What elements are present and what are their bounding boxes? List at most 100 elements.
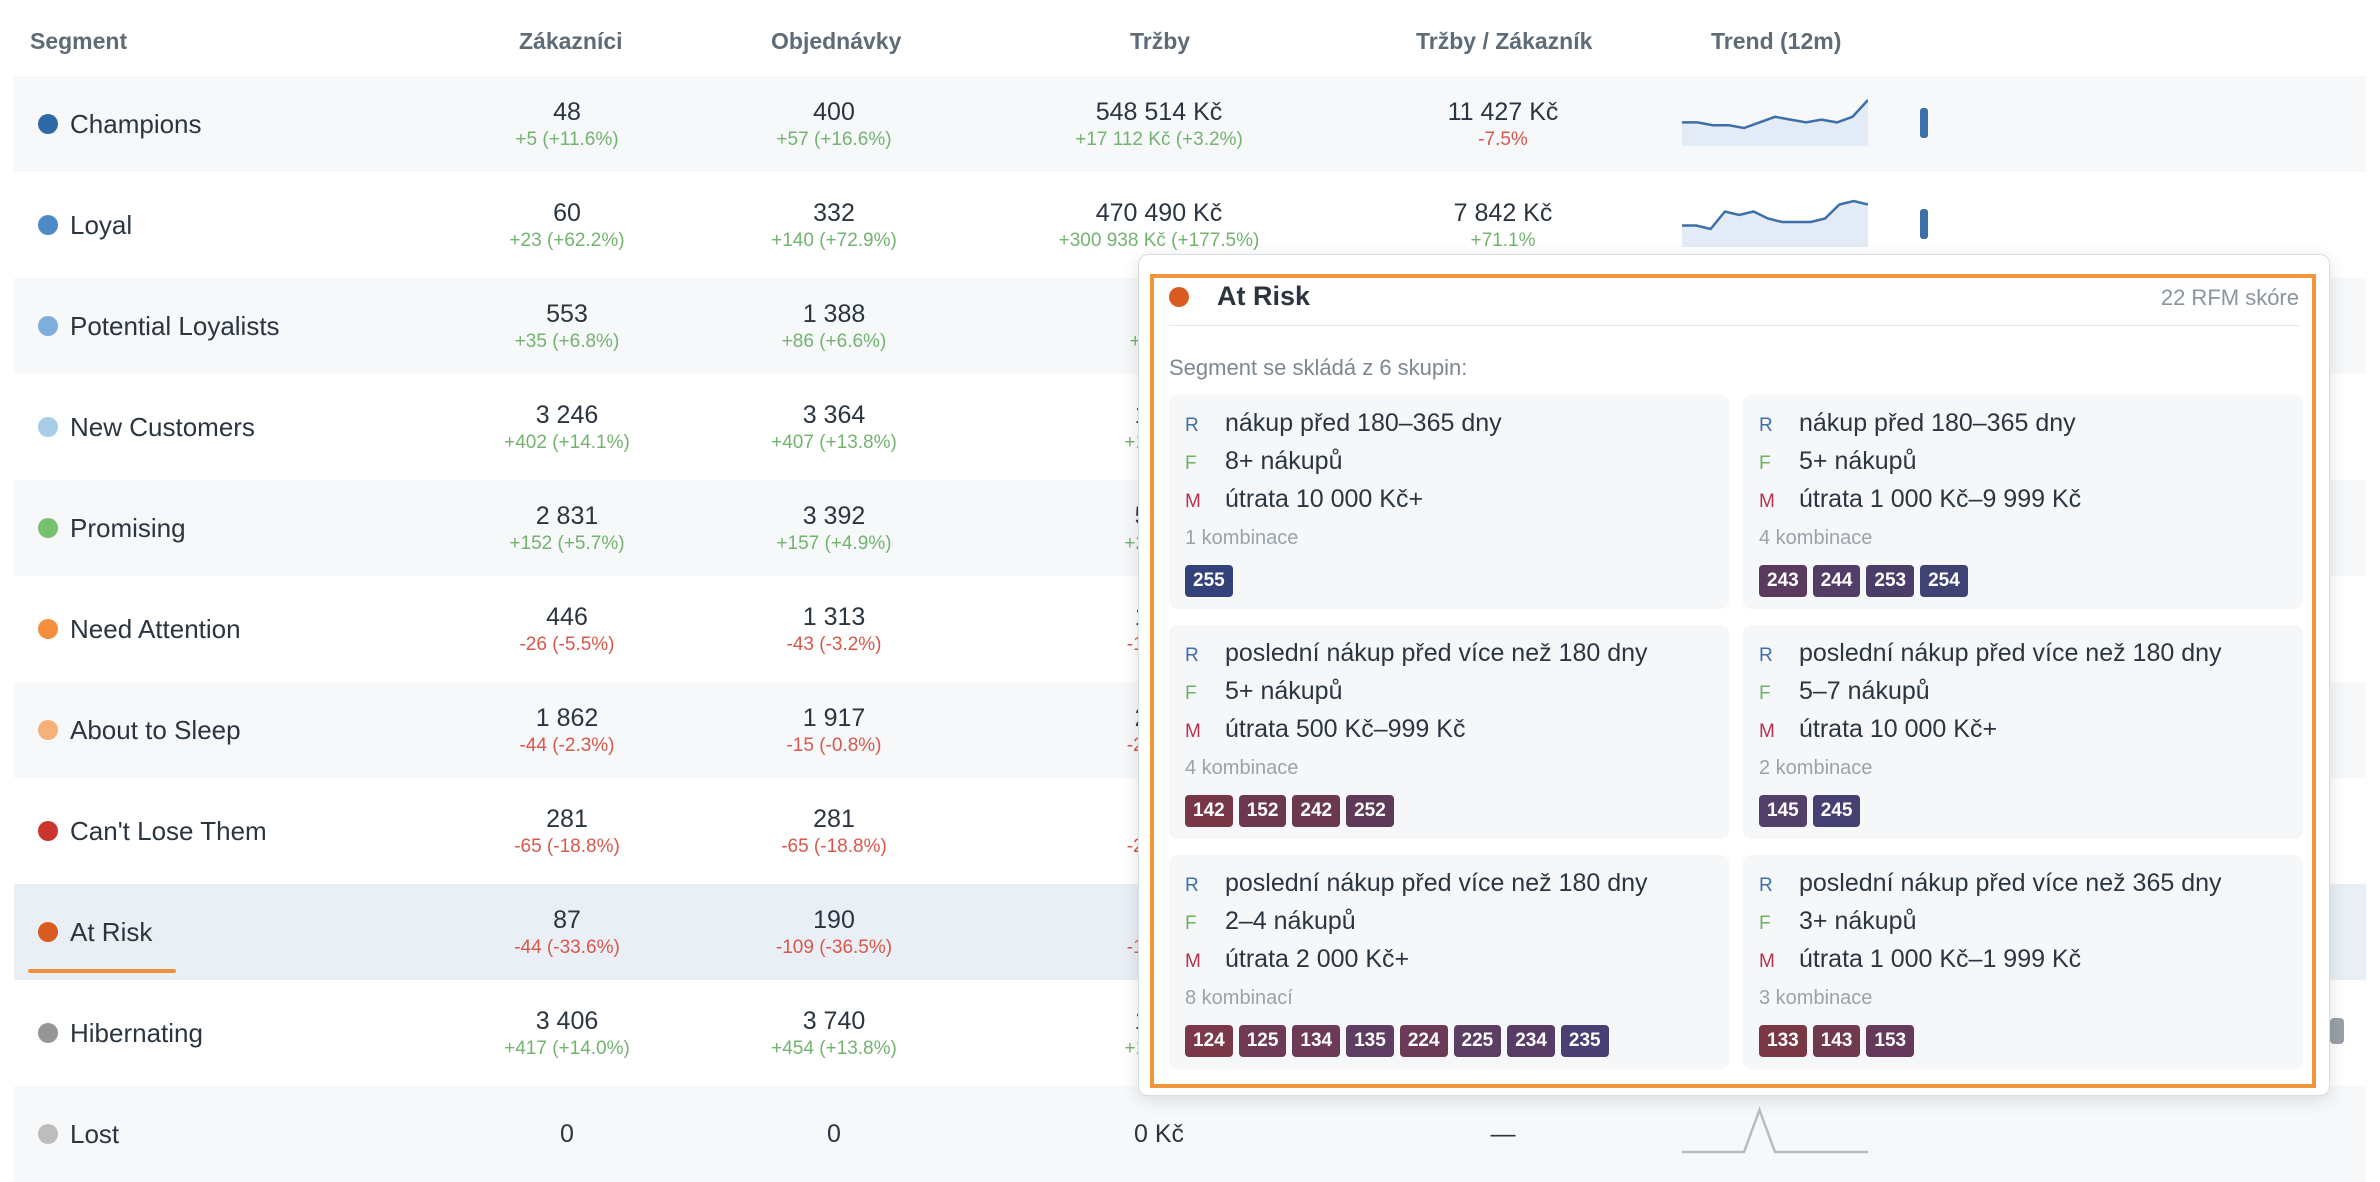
rfm-code-list: 243 244 253 254 [1759,565,1968,597]
orders-value: 1 313 [802,602,866,631]
customers-cell: 281 -65 (-18.8%) [514,783,620,879]
customers-delta: -44 (-33.6%) [514,936,620,958]
orders-value: 332 [813,198,855,227]
rfm-code-badge[interactable]: 225 [1453,1025,1502,1057]
criterion-f: F 3+ nákupů [1759,907,1916,936]
orders-value: 281 [813,804,855,833]
rfm-code-badge[interactable]: 135 [1346,1025,1394,1057]
segment-detail-popover: At Risk 22 RFM skóre Segment se skládá z… [1138,254,2330,1096]
header-revenue[interactable]: Tržby [1130,28,1191,54]
segment-name: Champions [70,108,202,139]
orders-delta: -109 (-36.5%) [775,936,893,958]
criterion-letter: M [1185,491,1201,512]
criterion-letter: R [1759,415,1773,436]
orders-delta: +454 (+13.8%) [771,1037,897,1059]
rfm-code-badge[interactable]: 133 [1759,1025,1807,1057]
rpc-cell: 11 427 Kč -7.5% [1448,76,1559,172]
rpc-delta: -7.5% [1478,128,1528,150]
customers-value: 0 [560,1119,574,1148]
rfm-code-badge[interactable]: 224 [1399,1025,1448,1057]
criterion-letter: F [1759,683,1771,704]
rfm-code-badge[interactable]: 134 [1292,1025,1341,1057]
orders-cell: 1 313 -43 (-3.2%) [786,581,881,677]
rfm-code-badge[interactable]: 242 [1292,795,1341,827]
segment-cell: About to Sleep [38,682,241,778]
rfm-code-badge[interactable]: 145 [1759,795,1807,827]
customers-value: 48 [553,97,581,126]
rfm-code-badge[interactable]: 234 [1507,1025,1555,1057]
rfm-code-badge[interactable]: 235 [1560,1025,1609,1057]
segment-cell: Potential Loyalists [38,278,280,374]
orders-cell: 3 740 +454 (+13.8%) [771,985,897,1081]
orders-value: 190 [813,905,855,934]
segment-cell: Champions [38,76,202,172]
criterion-text: poslední nákup před více než 180 dny [1799,639,2222,667]
criterion-f: F 5+ nákupů [1185,677,1342,706]
segment-name: At Risk [70,916,153,947]
table-row[interactable]: Champions 48 +5 (+11.6%) 400 +57 (+16.6%… [14,76,2366,172]
criterion-text: 3+ nákupů [1799,907,1917,935]
criterion-letter: M [1759,951,1775,972]
orders-cell: 281 -65 (-18.8%) [781,783,887,879]
rfm-code-badge[interactable]: 245 [1812,795,1861,827]
rfm-code-badge[interactable]: 254 [1920,565,1968,597]
combination-count: 4 kombinace [1759,527,1873,549]
segment-color-dot [1169,287,1189,307]
rfm-code-badge[interactable]: 243 [1759,565,1807,597]
customers-delta: +5 (+11.6%) [515,128,619,150]
trend-area [1682,201,1868,247]
trend-area [1682,100,1868,146]
orders-value: 400 [813,97,855,126]
revenue-delta: +300 938 Kč (+177.5%) [1058,229,1260,251]
rfm-code-badge[interactable]: 142 [1185,795,1233,827]
trend-sparkline [1682,199,1868,247]
customers-value: 446 [546,602,588,631]
combination-count: 2 kombinace [1759,757,1873,779]
segment-cell: Can't Lose Them [38,783,267,879]
criterion-text: 5–7 nákupů [1799,677,1930,705]
popover-header: At Risk 22 RFM skóre [1169,277,2299,326]
scrollbar-thumb[interactable] [2330,1018,2344,1044]
orders-cell: 3 364 +407 (+13.8%) [771,379,897,475]
criterion-letter: R [1759,645,1773,666]
rfm-code-badge[interactable]: 153 [1866,1025,1915,1057]
customers-cell: 446 -26 (-5.5%) [519,581,614,677]
customers-value: 87 [553,905,581,934]
rfm-code-badge[interactable]: 124 [1185,1025,1233,1057]
segment-dot [38,518,58,538]
criterion-text: útrata 500 Kč–999 Kč [1225,715,1466,743]
customers-delta: +152 (+5.7%) [509,532,625,554]
rfm-code-badge[interactable]: 125 [1238,1025,1287,1057]
rfm-code-badge[interactable]: 253 [1866,565,1915,597]
orders-cell: 400 +57 (+16.6%) [776,76,891,172]
criterion-f: F 5–7 nákupů [1759,677,1930,706]
header-revenue-per-customer[interactable]: Tržby / Zákazník [1416,28,1593,54]
header-orders[interactable]: Objednávky [771,28,902,54]
orders-delta: +140 (+72.9%) [771,229,897,251]
rfm-code-badge[interactable]: 152 [1238,795,1287,827]
segment-dot [38,922,58,942]
customers-cell: 2 831 +152 (+5.7%) [509,480,624,576]
header-segment[interactable]: Segment [30,28,128,54]
customers-cell: 3 246 +402 (+14.1%) [504,379,630,475]
header-customers[interactable]: Zákazníci [519,28,623,54]
segment-cell: Need Attention [38,581,241,677]
orders-value: 3 392 [802,501,866,530]
segment-name: Lost [70,1118,120,1149]
rfm-code-badge[interactable]: 252 [1346,795,1394,827]
table-row[interactable]: Loyal 60 +23 (+62.2%) 332 +140 (+72.9%) … [14,177,2366,273]
combination-count: 1 kombinace [1185,527,1299,549]
rfm-code-badge[interactable]: 255 [1185,565,1233,597]
segment-cell: At Risk [38,884,152,980]
rfm-code-badge[interactable]: 244 [1812,565,1861,597]
trend-sparkline [1682,99,1868,146]
table-row[interactable]: Lost 0 0 0 Kč — [14,1086,2366,1182]
rfm-code-list: 145 245 [1759,795,1861,827]
rfm-code-badge[interactable]: 143 [1812,1025,1861,1057]
trend-line [1682,99,1868,130]
